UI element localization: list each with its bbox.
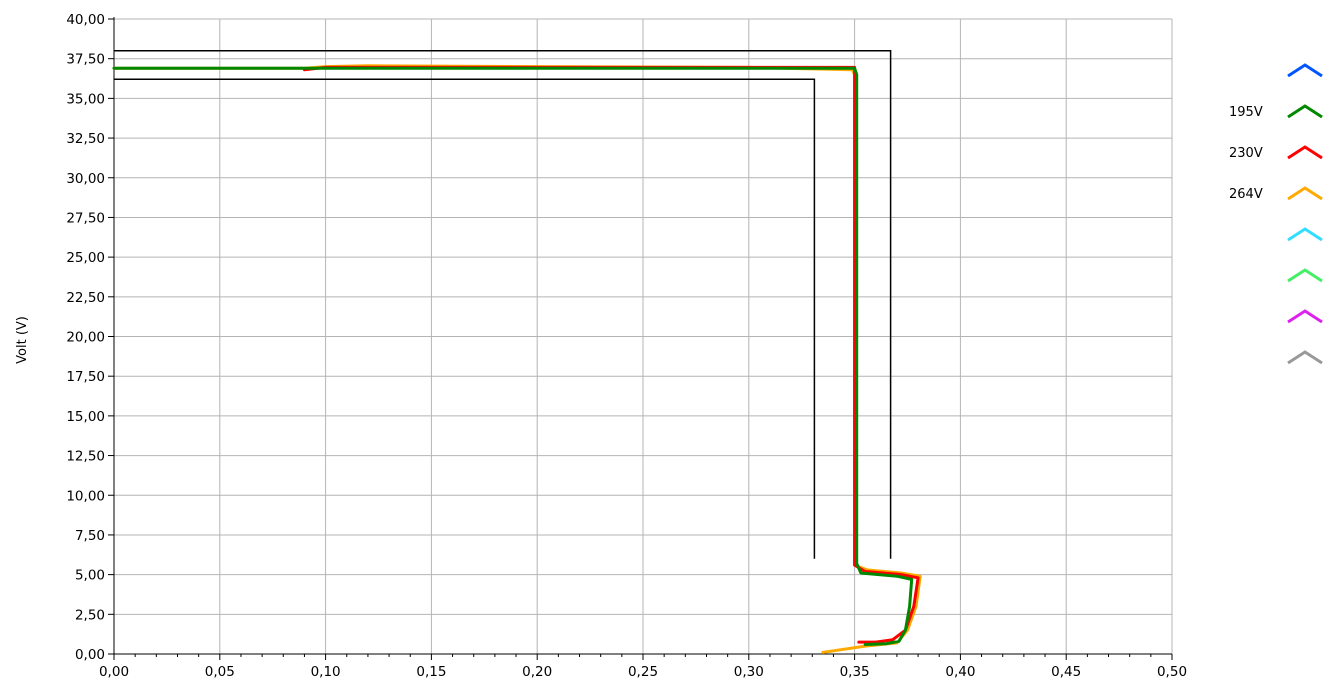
y-tick-label: 2,50 bbox=[75, 607, 105, 623]
y-tick-label: 7,50 bbox=[75, 528, 105, 544]
legend-label: 195V bbox=[1229, 105, 1263, 120]
x-tick-label: 0,30 bbox=[734, 664, 764, 680]
y-tick-label: 30,00 bbox=[66, 171, 105, 187]
limit-line bbox=[114, 78, 816, 559]
y-tick-label: 27,50 bbox=[66, 210, 105, 226]
y-tick-label: 15,00 bbox=[66, 409, 105, 425]
y-tick-label: 35,00 bbox=[66, 91, 105, 107]
legend-label: 264V bbox=[1229, 187, 1263, 202]
x-tick-label: 0,45 bbox=[1051, 664, 1081, 680]
x-tick-label: 0,00 bbox=[99, 664, 129, 680]
legend-marker bbox=[1287, 104, 1323, 119]
y-axis-ticks: 0,00 2,50 5,00 7,50 10,00 12,50 15,00 17,50 20,0… bbox=[66, 12, 114, 663]
legend-marker bbox=[1287, 350, 1323, 365]
series-line bbox=[112, 66, 914, 646]
y-tick-label: 25,00 bbox=[66, 250, 105, 266]
plot-area bbox=[112, 64, 922, 654]
legend-marker bbox=[1287, 309, 1323, 324]
x-tick-label: 0,40 bbox=[945, 664, 975, 680]
y-tick-label: 32,50 bbox=[66, 131, 105, 147]
series-line bbox=[112, 64, 922, 654]
y-tick-label: 0,00 bbox=[75, 647, 105, 663]
x-tick-label: 0,50 bbox=[1157, 664, 1187, 680]
y-tick-label: 37,50 bbox=[66, 52, 105, 68]
y-tick-label: 20,00 bbox=[66, 330, 105, 346]
legend-marker bbox=[1287, 145, 1323, 160]
limit-lines bbox=[114, 50, 892, 559]
legend-marker bbox=[1287, 268, 1323, 283]
legend-marker bbox=[1287, 227, 1323, 242]
y-tick-label: 12,50 bbox=[66, 449, 105, 465]
x-tick-label: 0,05 bbox=[205, 664, 235, 680]
legend-label: 230V bbox=[1229, 146, 1263, 161]
y-axis-label: Volt (V) bbox=[15, 316, 30, 364]
y-tick-label: 22,50 bbox=[66, 290, 105, 306]
legend-marker bbox=[1287, 186, 1323, 201]
y-tick-label: 40,00 bbox=[66, 12, 105, 28]
x-tick-label: 0,15 bbox=[416, 664, 446, 680]
x-tick-label: 0,35 bbox=[840, 664, 870, 680]
y-tick-label: 5,00 bbox=[75, 568, 105, 584]
legend: 195V 230V 264V bbox=[1229, 63, 1323, 365]
x-tick-label: 0,20 bbox=[522, 664, 552, 680]
y-tick-label: 10,00 bbox=[66, 488, 105, 504]
limit-line bbox=[114, 50, 892, 559]
x-axis-ticks: 0,00 0,05 0,10 0,15 0,20 0,25 0,30 0,35 0,40 0,45… bbox=[99, 654, 1187, 680]
x-tick-label: 0,10 bbox=[311, 664, 341, 680]
y-tick-label: 17,50 bbox=[66, 369, 105, 385]
series-line bbox=[302, 65, 920, 644]
legend-marker bbox=[1287, 63, 1323, 78]
grid bbox=[114, 18, 1173, 654]
x-tick-label: 0,25 bbox=[628, 664, 658, 680]
